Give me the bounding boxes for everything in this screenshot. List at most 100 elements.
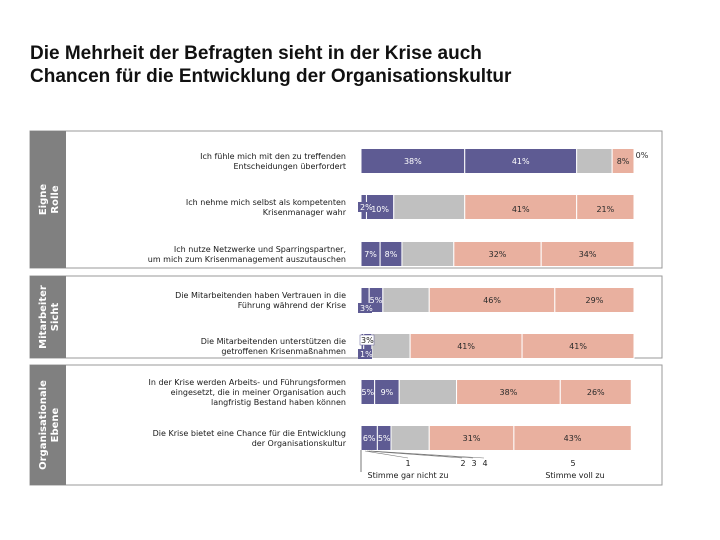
chart-title-line-2: Chancen für die Entwicklung der Organisa…: [30, 66, 512, 87]
bar-row: Ich fühle mich mit den zu treffendenEnts…: [200, 148, 649, 174]
group-label-line: Ebene: [50, 407, 61, 442]
value-label: 3%: [361, 336, 374, 345]
value-label: 7%: [364, 250, 377, 259]
value-label: 29%: [586, 296, 604, 305]
bar-segment: [428, 287, 556, 313]
bar-group: EigneRolle Ich fühle mich mit den zu tref…: [29, 130, 663, 269]
group-label: MitarbeiterSicht: [38, 285, 61, 349]
value-label: 41%: [457, 342, 475, 351]
value-label: 9%: [381, 388, 394, 397]
category-label: Die Mitarbeitenden haben Vertrauen in di…: [175, 291, 346, 300]
value-label: 34%: [579, 250, 597, 259]
bar-row: Die Mitarbeitenden haben Vertrauen in di…: [175, 287, 635, 313]
value-label: 6%: [363, 434, 376, 443]
bar-row: In der Krise werden Arbeits- und Führung…: [148, 378, 632, 407]
value-label: 8%: [385, 250, 398, 259]
bar-row: Ich nehme mich selbst als kompetentenKri…: [186, 194, 635, 220]
value-label: 5%: [370, 296, 383, 305]
value-label: 41%: [512, 205, 530, 214]
group-label-line: Eigne: [38, 184, 49, 216]
value-label: 5%: [361, 388, 374, 397]
legend-tick: 5: [570, 459, 575, 468]
legend-tick: 3: [471, 459, 476, 468]
group-label: OrganisationaleEbene: [38, 380, 61, 470]
value-label: 1%: [360, 350, 373, 359]
value-label: 2%: [360, 203, 373, 212]
bar-segment: [393, 194, 466, 220]
category-label: langfristig Bestand haben können: [211, 398, 346, 407]
value-label: 41%: [512, 157, 530, 166]
bar-row: Ich nutze Netzwerke und Sparringspartner…: [148, 241, 635, 267]
group-label-panel: [30, 131, 66, 268]
bar-segment: [513, 425, 632, 451]
category-label: eingesetzt, die in meiner Organisation a…: [171, 388, 346, 397]
value-label-bg: [358, 202, 372, 212]
value-label: 10%: [371, 205, 389, 214]
bar-segment: [559, 379, 632, 405]
legend-tick: 1: [405, 459, 410, 468]
bar-row: Die Mitarbeitenden unterstützen diegetro…: [201, 333, 635, 359]
value-label: 46%: [483, 296, 501, 305]
value-label-bg: [358, 349, 372, 359]
bar-row: Die Krise bietet eine Chance für die Ent…: [153, 425, 632, 451]
value-label: 31%: [463, 434, 481, 443]
category-label: Krisenmanager wahr: [263, 208, 347, 217]
bar-segment: [401, 241, 455, 267]
bar-segment: [428, 425, 515, 451]
value-label: 41%: [569, 342, 587, 351]
bar-segment: [611, 148, 635, 174]
value-label: 5%: [378, 434, 391, 443]
legend-high-label: Stimme voll zu: [545, 471, 604, 480]
legend-leader-line: [364, 450, 409, 459]
category-label: getroffenen Krisenmaßnahmen: [221, 347, 346, 356]
legend-low-label: Stimme gar nicht zu: [367, 471, 448, 480]
value-label: 38%: [404, 157, 422, 166]
bar-segment: [464, 148, 578, 174]
bar-segment: [456, 379, 561, 405]
value-label-bg: [359, 334, 375, 346]
bar-segment: [540, 241, 635, 267]
bar-segment: [398, 379, 458, 405]
value-label: 3%: [360, 304, 373, 313]
bar-group: OrganisationaleEbene In der Krise werden …: [29, 364, 663, 486]
value-label: 8%: [617, 157, 630, 166]
bar-segment: [409, 333, 523, 359]
category-label: Die Mitarbeitenden unterstützen die: [201, 337, 346, 346]
category-label: Entscheidungen überfordert: [233, 162, 346, 171]
value-label: 43%: [564, 434, 582, 443]
bar-segment: [390, 425, 430, 451]
chart-title: Die Mehrheit der Befragten sieht in der …: [30, 42, 690, 88]
category-label: Ich fühle mich mit den zu treffenden: [200, 152, 346, 161]
category-label: In der Krise werden Arbeits- und Führung…: [148, 378, 346, 387]
category-label: Führung während der Krise: [238, 301, 346, 310]
group-label-line: Sicht: [50, 303, 61, 332]
bar-segment: [371, 333, 411, 359]
bar-segment: [521, 333, 635, 359]
bar-segment: [382, 287, 430, 313]
category-label: Ich nehme mich selbst als kompetenten: [186, 198, 346, 207]
chart-title-line-1: Die Mehrheit der Befragten sieht in der …: [30, 43, 482, 64]
bar-segment: [576, 194, 635, 220]
value-label: 32%: [489, 250, 507, 259]
value-label-bg: [358, 303, 372, 313]
category-label: um mich zum Krisenmanagement auszutausch…: [148, 255, 346, 264]
group-label-panel: [30, 276, 66, 358]
bar-segment: [554, 287, 635, 313]
group-label-line: Organisationale: [38, 380, 49, 470]
category-label: Die Krise bietet eine Chance für die Ent…: [153, 429, 346, 438]
legend-leader-line: [370, 450, 485, 459]
value-label: 38%: [500, 388, 518, 397]
group-label-line: Rolle: [50, 185, 61, 213]
legend-tick: 4: [482, 459, 487, 468]
value-label: 0%: [636, 151, 649, 160]
value-label: 21%: [596, 205, 614, 214]
category-label: Ich nutze Netzwerke und Sparringspartner…: [174, 245, 346, 254]
group-label-panel: [30, 365, 66, 485]
value-label: 26%: [587, 388, 605, 397]
legend: 1 2 3 4 5 Stimme gar nicht zu Stimme voll zu: [360, 450, 605, 480]
category-label: der Organisationskultur: [252, 439, 347, 448]
bar-segment: [576, 148, 613, 174]
legend-tick: 2: [460, 459, 465, 468]
bar-group: MitarbeiterSicht Die Mitarbeitenden haben…: [29, 275, 663, 359]
